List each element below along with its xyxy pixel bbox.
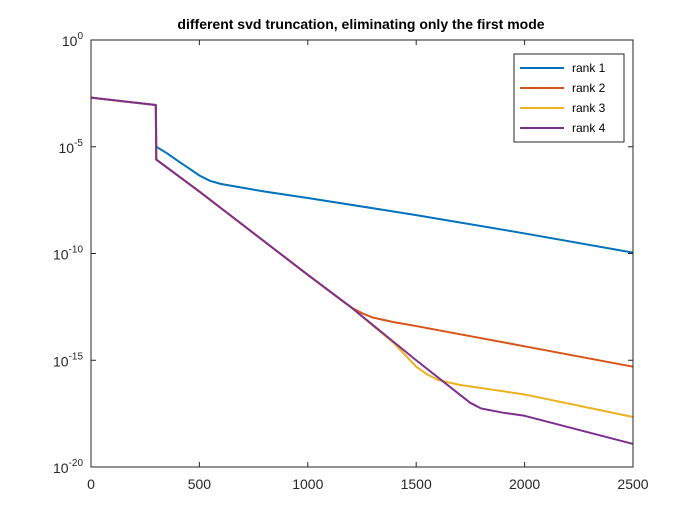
legend: rank 1 rank 2 rank 3 rank 4 (513, 53, 625, 143)
y-tick-label: 10-10 (53, 245, 83, 263)
x-tick-label: 2500 (617, 476, 648, 492)
legend-label-rank-1: rank 1 (572, 61, 606, 75)
y-tick-base: 10 (53, 460, 69, 476)
y-tick-label: 10-20 (53, 458, 83, 476)
x-tick-label: 0 (87, 476, 95, 492)
axes-layer: 0 500 1000 1500 2000 250010010-510-1010-1510-… (53, 31, 649, 492)
chart-title: different svd truncation, eliminating on… (177, 16, 544, 32)
y-tick-base: 10 (53, 353, 69, 369)
y-tick-label: 100 (62, 31, 84, 49)
series-line-rank-4 (90, 96, 634, 445)
y-tick-label: 10-15 (53, 351, 83, 369)
series-layer (90, 96, 634, 445)
y-tick-label: 10-5 (59, 138, 84, 156)
y-tick-exponent: -10 (69, 245, 84, 256)
y-tick-exponent: -20 (69, 458, 84, 469)
x-tick-label: 1000 (292, 476, 323, 492)
x-tick-label: 1500 (401, 476, 432, 492)
legend-label-rank-2: rank 2 (572, 81, 606, 95)
series-line-rank-1 (90, 96, 634, 254)
legend-label-rank-3: rank 3 (572, 101, 606, 115)
y-tick-base: 10 (62, 33, 78, 49)
x-tick-label: 2000 (509, 476, 540, 492)
y-tick-exponent: -5 (74, 138, 83, 149)
y-tick-exponent: -15 (69, 351, 84, 362)
y-tick-exponent: 0 (77, 31, 83, 42)
y-tick-base: 10 (53, 247, 69, 263)
x-tick-label: 500 (188, 476, 212, 492)
y-tick-base: 10 (59, 140, 75, 156)
legend-label-rank-4: rank 4 (572, 121, 606, 135)
